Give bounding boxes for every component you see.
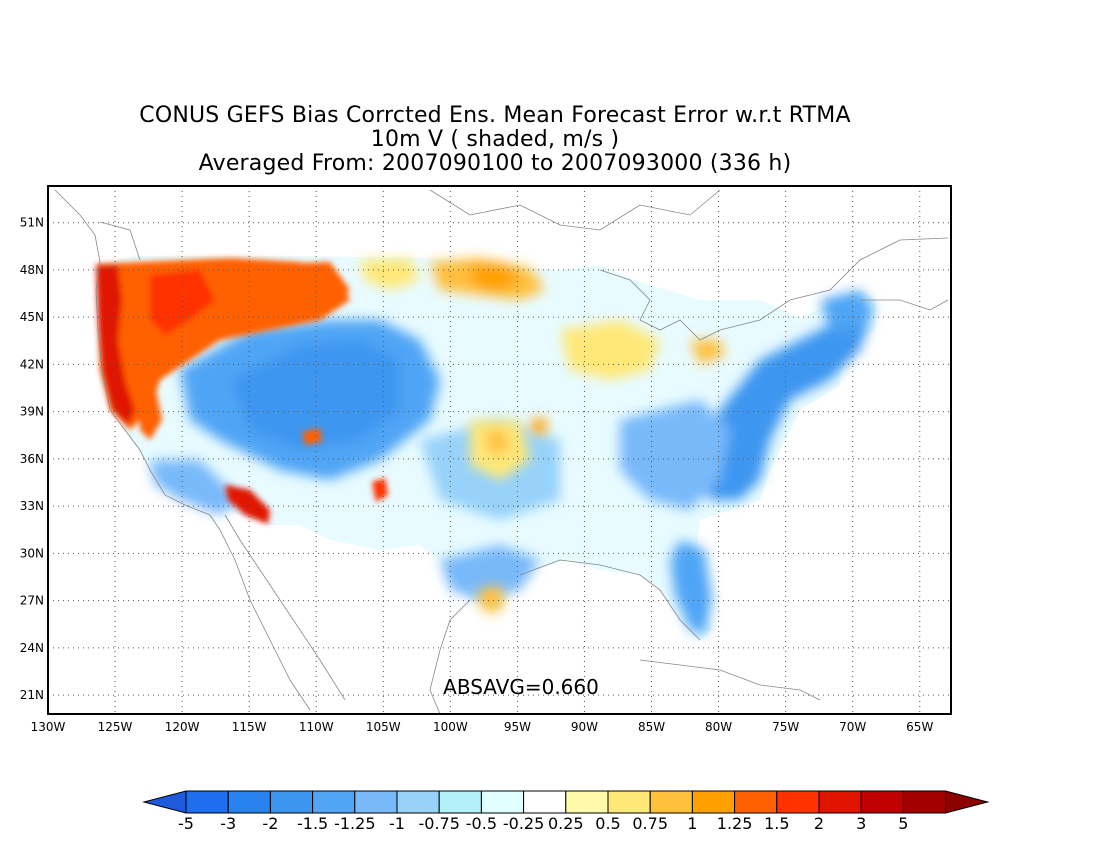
colorbar-tick-label: 1.25 (717, 814, 753, 833)
colorbar-high-extension (945, 790, 990, 814)
positive-error-region-colorado-spot (302, 428, 322, 445)
longitude-label: 70W (839, 720, 866, 734)
positive-error-region-sierra (140, 385, 162, 440)
latitude-label: 27N (20, 594, 44, 608)
map-frame (47, 185, 952, 715)
negative-error-region-gulf (440, 545, 540, 600)
longitude-label: 65W (906, 720, 933, 734)
longitude-label: 75W (772, 720, 799, 734)
colorbar-labels: -5 -3 -2 -1.5 -1.25 -1 -0.75 -0.5 -0.25 0.25 0.5 0.… (178, 814, 908, 833)
positive-error-region-coast-strip (96, 265, 135, 425)
latitude-label: 30N (20, 546, 44, 560)
latitude-label: 21N (20, 688, 44, 702)
longitude-labels: 130W 125W 120W 115W 110W 105W 100W 95W 90W 85W 80W… (31, 720, 934, 734)
colorbar-swatch (818, 790, 862, 814)
positive-error-region-dakotas-core (468, 264, 520, 292)
colorbar-tick-label: -0.5 (466, 814, 497, 833)
negative-error-region-west-core (230, 340, 400, 450)
colorbar-tick-label: 1.5 (764, 814, 789, 833)
colorbar-swatch (523, 790, 567, 814)
positive-error-region-nm-spot (372, 478, 388, 502)
colorbar-swatch (734, 790, 778, 814)
latitude-label: 42N (20, 357, 44, 371)
colorbar-swatch (396, 790, 440, 814)
latitude-label: 45N (20, 310, 44, 324)
colorbar-swatch (480, 790, 525, 814)
colorbar-swatch (227, 790, 271, 814)
positive-error-region-idaho (240, 262, 350, 310)
latitude-label: 36N (20, 452, 44, 466)
graticule-grid (48, 186, 951, 714)
longitude-label: 115W (232, 720, 267, 734)
colorbar-swatch (312, 790, 356, 814)
colorbar-tick-label: 0.75 (632, 814, 668, 833)
colorbar-tick-label: 0.25 (548, 814, 584, 833)
negative-error-region-east-coast (700, 320, 870, 500)
longitude-label: 100W (433, 720, 468, 734)
colorbar-tick-label: 1 (687, 814, 697, 833)
colorbar-swatch (269, 790, 314, 814)
positive-error-region-ohio (690, 340, 725, 365)
positive-error-region-arizona (225, 485, 270, 524)
error-field-shading (96, 256, 876, 640)
map-plot-area (48, 186, 951, 714)
longitude-label: 110W (299, 720, 334, 734)
colorbar-swatch (860, 790, 904, 814)
colorbar-swatch (185, 790, 229, 814)
colorbar-low-extension (142, 790, 187, 814)
colorbar-swatch (649, 790, 693, 814)
longitude-label: 105W (366, 720, 401, 734)
positive-error-region-texas-coast (478, 585, 505, 615)
colorbar-tick-label: 5 (898, 814, 908, 833)
positive-error-region-montana (360, 258, 420, 290)
negative-error-region-southwest (150, 460, 240, 515)
positive-error-region-great-lakes (560, 320, 660, 380)
latitude-label: 48N (20, 263, 44, 277)
colorbar-tick-label: -1.5 (297, 814, 328, 833)
positive-error-region-missouri (530, 418, 548, 434)
colorbar-tick-label: -5 (178, 814, 194, 833)
longitude-label: 130W (31, 720, 66, 734)
longitude-label: 80W (705, 720, 732, 734)
colorbar-swatch (776, 790, 820, 814)
latitude-label: 39N (20, 405, 44, 419)
latitude-label: 33N (20, 499, 44, 513)
longitude-label: 85W (638, 720, 665, 734)
positive-error-region-kansas-core (485, 430, 510, 455)
colorbar-tick-label: -1 (389, 814, 405, 833)
colorbar-swatch (565, 790, 609, 814)
colorbar-tick-label: -1.25 (334, 814, 375, 833)
longitude-label: 95W (504, 720, 531, 734)
negative-error-region-east-inland (620, 400, 730, 510)
colorbar-tick-label: 2 (814, 814, 824, 833)
colorbar-tick-label: 0.5 (595, 814, 620, 833)
colorbar-swatch (354, 790, 398, 814)
colorbar-tick-label: -3 (220, 814, 236, 833)
map-subtitle-variable: 10m V ( shaded, m/s ) (370, 127, 620, 152)
coastlines (54, 189, 949, 714)
negative-error-region-florida (670, 540, 712, 635)
colorbar-swatch (691, 790, 736, 814)
colorbar-swatch (438, 790, 482, 814)
absavg-label: ABSAVG=0.660 (443, 675, 599, 699)
latitude-label: 24N (20, 641, 44, 655)
colorbar-tick-label: -2 (262, 814, 278, 833)
colorbar-swatch (902, 790, 947, 814)
map-title: CONUS GEFS Bias Corrcted Ens. Mean Forec… (139, 103, 851, 128)
map-subtitle-period: Averaged From: 2007090100 to 2007093000 … (198, 151, 792, 176)
colorbar-swatch (607, 790, 651, 814)
colorbar-tick-label: -0.25 (503, 814, 544, 833)
positive-error-region-cascades (150, 270, 215, 335)
longitude-label: 120W (165, 720, 200, 734)
colorbar-tick-label: 3 (856, 814, 866, 833)
longitude-label: 90W (571, 720, 598, 734)
longitude-label: 125W (98, 720, 133, 734)
colorbar (142, 790, 990, 814)
latitude-labels: 51N 48N 45N 42N 39N 36N 33N 30N 27N 24N 21N (20, 216, 44, 702)
colorbar-tick-label: -0.75 (418, 814, 459, 833)
latitude-label: 51N (20, 216, 44, 230)
